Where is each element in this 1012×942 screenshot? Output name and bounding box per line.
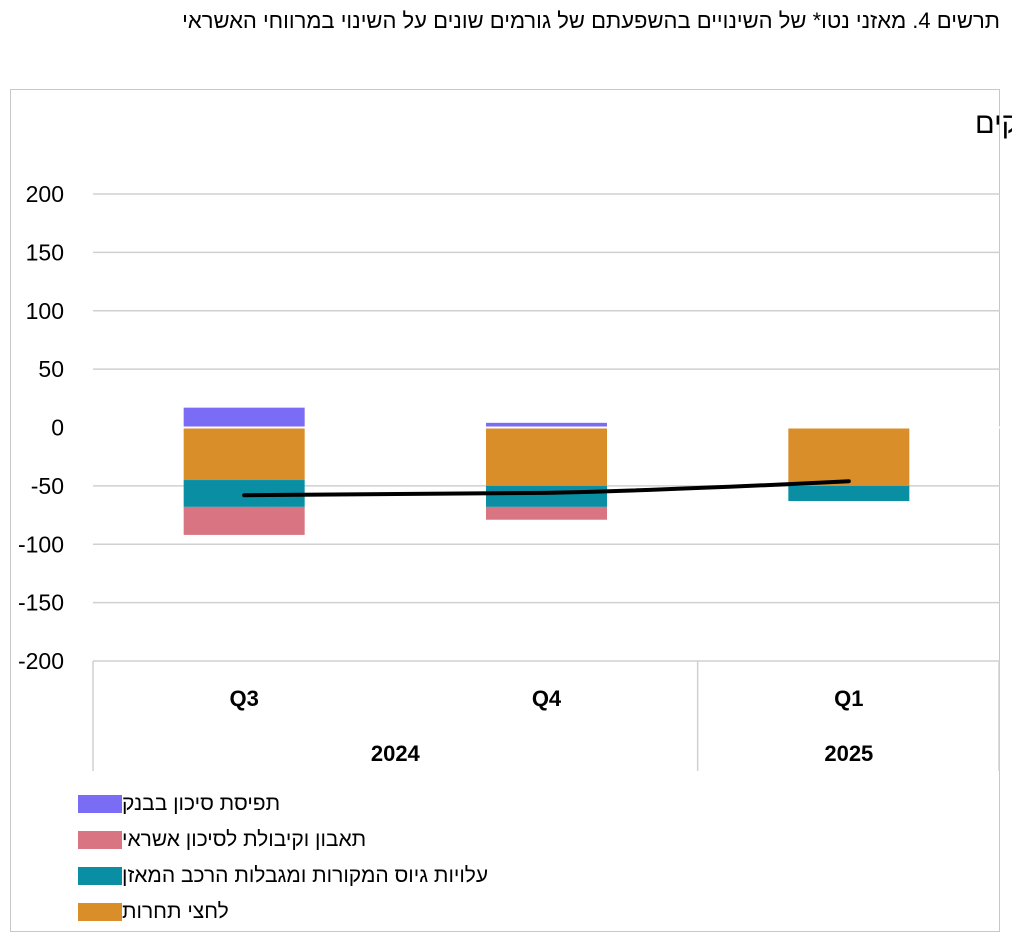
year-label: 2025 — [824, 741, 873, 766]
bar-segment — [183, 506, 305, 535]
legend-item: תאבון וקיבולת לסיכון אשראי — [78, 822, 488, 858]
y-tick-label: 200 — [26, 181, 64, 207]
x-tick-label: Q3 — [229, 686, 258, 711]
legend-item: לחצי תחרות — [78, 894, 488, 930]
net-balance-line — [242, 479, 851, 498]
y-tick-label: -200 — [18, 648, 64, 674]
bar-segment — [183, 427, 305, 481]
bar-segment — [486, 485, 607, 507]
y-tick-label: -50 — [31, 473, 64, 499]
figure-title: תרשים 4. מאזני נטו* של השינויים בהשפעתם … — [182, 8, 1000, 33]
chart-title: א. אשראי לעסקים — [975, 108, 1012, 140]
legend-item: תפיסת סיכון בבנק — [78, 786, 488, 822]
y-axis-ticks: 200 150 100 50 0 -50 -100 -150 -200 — [18, 181, 64, 674]
legend-label: תאבון וקיבולת לסיכון אשראי — [122, 828, 367, 851]
legend-item: עלויות גיוס המקורות ומגבלות הרכב המאזן — [78, 858, 488, 894]
legend-label: לחצי תחרות — [122, 900, 229, 923]
bar-segment — [486, 427, 607, 486]
bar-segment — [183, 407, 305, 428]
bar-segment — [788, 427, 910, 486]
bar-segment — [486, 506, 607, 520]
x-tick-label: Q1 — [834, 686, 863, 711]
y-tick-label: 50 — [38, 356, 64, 382]
legend-swatch — [78, 867, 122, 885]
y-tick-label: 150 — [26, 239, 64, 265]
bar-segment — [788, 485, 910, 502]
legend-label: עלויות גיוס המקורות ומגבלות הרכב המאזן — [122, 864, 489, 887]
year-label: 2024 — [371, 741, 421, 766]
bars — [93, 407, 1000, 535]
x-tick-label: Q4 — [532, 686, 562, 711]
y-tick-label: 100 — [26, 298, 64, 324]
legend-label: תפיסת סיכון בבנק — [122, 792, 281, 815]
legend-swatch — [78, 831, 122, 849]
bar-segment — [486, 422, 607, 428]
legend: תפיסת סיכון בבנק תאבון וקיבולת לסיכון אשר… — [78, 786, 488, 930]
net-line — [242, 479, 851, 498]
x-axis: Q3 Q4 Q1 2024 2025 — [92, 661, 1000, 771]
legend-swatch — [78, 795, 122, 813]
y-tick-label: -100 — [18, 531, 64, 557]
y-tick-label: -150 — [18, 590, 64, 616]
chart-frame — [10, 89, 1000, 932]
legend-swatch — [78, 903, 122, 921]
y-tick-label: 0 — [51, 415, 64, 441]
